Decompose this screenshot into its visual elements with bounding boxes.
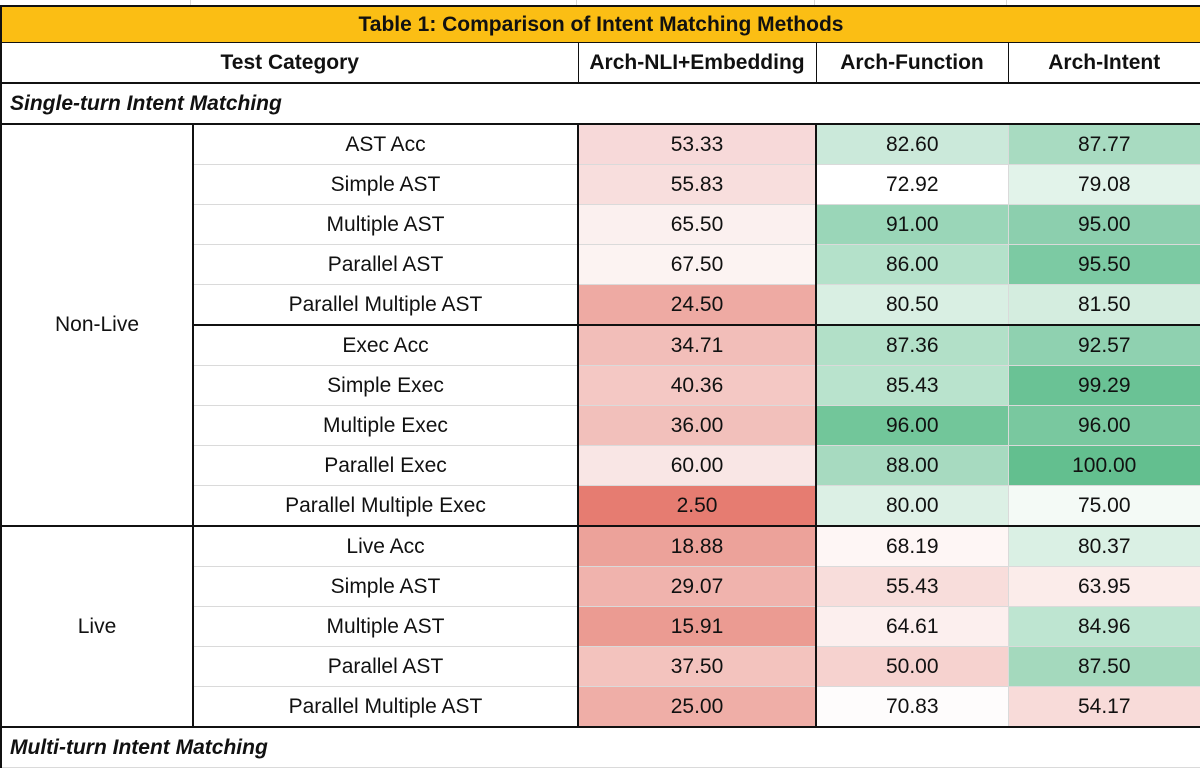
arch-nli-embedding-cell[interactable]: 67.50 xyxy=(577,244,817,285)
arch-nli-embedding-cell[interactable]: 29.07 xyxy=(577,566,817,607)
arch-intent-cell[interactable]: 79.08 xyxy=(1008,164,1200,205)
gridline xyxy=(1006,0,1007,5)
arch-nli-embedding-cell[interactable]: 15.91 xyxy=(577,606,817,647)
arch-intent-cell[interactable]: 95.00 xyxy=(1008,204,1200,245)
arch-nli-embedding-cell[interactable]: 37.50 xyxy=(577,646,817,687)
table-row: Non-Live AST Acc 53.33 82.60 87.77 xyxy=(0,124,1200,527)
arch-function-cell[interactable]: 80.00 xyxy=(816,485,1009,527)
arch-function-cell[interactable]: 80.50 xyxy=(816,284,1009,326)
arch-intent-cell[interactable]: 96.00 xyxy=(1008,405,1200,446)
arch-intent-cell[interactable]: 87.50 xyxy=(1008,646,1200,687)
arch-nli-embedding-cell[interactable]: 36.00 xyxy=(577,405,817,446)
header-arch-function[interactable]: Arch-Function xyxy=(816,42,1009,84)
arch-function-cell[interactable]: 50.00 xyxy=(816,646,1009,687)
header-row: Test Category Arch-NLI+Embedding Arch-Fu… xyxy=(0,42,1200,84)
arch-intent-cell[interactable]: 95.50 xyxy=(1008,244,1200,285)
arch-intent-cell[interactable]: 92.57 xyxy=(1008,325,1200,366)
section-row: Multi-turn Intent Matching xyxy=(0,727,1200,768)
table-row: Multiple AST 65.50 91.00 95.00 xyxy=(1,204,1200,245)
gridline xyxy=(576,0,577,5)
arch-intent-cell[interactable]: 75.00 xyxy=(1008,485,1200,527)
arch-nli-embedding-cell[interactable]: 25.00 xyxy=(577,686,817,728)
arch-function-cell[interactable]: 88.00 xyxy=(816,445,1009,486)
table-row: Parallel AST 67.50 86.00 95.50 xyxy=(1,244,1200,285)
table-row: Parallel Multiple AST 25.00 70.83 54.17 xyxy=(1,686,1200,728)
table-row: Parallel Exec 60.00 88.00 100.00 xyxy=(1,445,1200,486)
arch-nli-embedding-cell[interactable]: 53.33 xyxy=(577,124,817,165)
table-title-row: Table 1: Comparison of Intent Matching M… xyxy=(0,5,1200,43)
table-title[interactable]: Table 1: Comparison of Intent Matching M… xyxy=(0,5,1200,43)
table-row: Multiple Exec 36.00 96.00 96.00 xyxy=(1,405,1200,446)
comparison-table: Table 1: Comparison of Intent Matching M… xyxy=(0,5,1200,768)
group-label[interactable]: Non-Live xyxy=(0,124,194,527)
test-category-cell[interactable]: Multiple AST xyxy=(193,606,579,647)
test-category-cell[interactable]: Parallel Multiple Exec xyxy=(193,485,579,527)
arch-function-cell[interactable]: 87.36 xyxy=(816,325,1009,366)
header-arch-intent[interactable]: Arch-Intent xyxy=(1008,42,1200,84)
test-category-cell[interactable]: Multiple AST xyxy=(193,204,579,245)
arch-function-cell[interactable]: 86.00 xyxy=(816,244,1009,285)
arch-intent-cell[interactable]: 100.00 xyxy=(1008,445,1200,486)
arch-function-cell[interactable]: 68.19 xyxy=(816,526,1009,567)
table-row: Live Live Acc 18.88 68.19 80.37 xyxy=(0,526,1200,728)
arch-intent-cell[interactable]: 87.77 xyxy=(1008,124,1200,165)
gridline xyxy=(814,0,815,5)
test-category-cell[interactable]: Parallel Multiple AST xyxy=(193,284,579,326)
arch-intent-cell[interactable]: 84.96 xyxy=(1008,606,1200,647)
arch-intent-cell[interactable]: 54.17 xyxy=(1008,686,1200,728)
arch-function-cell[interactable]: 85.43 xyxy=(816,365,1009,406)
arch-function-cell[interactable]: 72.92 xyxy=(816,164,1009,205)
test-category-cell[interactable]: Simple Exec xyxy=(193,365,579,406)
test-category-cell[interactable]: Parallel Multiple AST xyxy=(193,686,579,728)
test-category-cell[interactable]: Exec Acc xyxy=(193,325,579,366)
arch-function-cell[interactable]: 82.60 xyxy=(816,124,1009,165)
test-category-cell[interactable]: Parallel AST xyxy=(193,646,579,687)
section-label-single-turn[interactable]: Single-turn Intent Matching xyxy=(0,83,1200,125)
test-category-cell[interactable]: Parallel AST xyxy=(193,244,579,285)
test-category-cell[interactable]: AST Acc xyxy=(193,124,579,165)
arch-function-cell[interactable]: 91.00 xyxy=(816,204,1009,245)
arch-intent-cell[interactable]: 99.29 xyxy=(1008,365,1200,406)
arch-intent-cell[interactable]: 63.95 xyxy=(1008,566,1200,607)
header-test-category[interactable]: Test Category xyxy=(0,42,579,84)
section-row: Single-turn Intent Matching xyxy=(0,83,1200,125)
table-row: Parallel Multiple Exec 2.50 80.00 75.00 xyxy=(1,485,1200,527)
arch-nli-embedding-cell[interactable]: 2.50 xyxy=(577,485,817,527)
arch-intent-cell[interactable]: 80.37 xyxy=(1008,526,1200,567)
arch-intent-cell[interactable]: 81.50 xyxy=(1008,284,1200,326)
arch-function-cell[interactable]: 64.61 xyxy=(816,606,1009,647)
arch-nli-embedding-cell[interactable]: 24.50 xyxy=(577,284,817,326)
table-row: Simple AST 55.83 72.92 79.08 xyxy=(1,164,1200,205)
test-category-cell[interactable]: Simple AST xyxy=(193,566,579,607)
test-category-cell[interactable]: Multiple Exec xyxy=(193,405,579,446)
arch-nli-embedding-cell[interactable]: 18.88 xyxy=(577,526,817,567)
arch-function-cell[interactable]: 70.83 xyxy=(816,686,1009,728)
table-row: Exec Acc 34.71 87.36 92.57 xyxy=(1,325,1200,366)
arch-function-cell[interactable]: 55.43 xyxy=(816,566,1009,607)
table-row: Simple Exec 40.36 85.43 99.29 xyxy=(1,365,1200,406)
test-category-cell[interactable]: Simple AST xyxy=(193,164,579,205)
table-row: Multiple AST 15.91 64.61 84.96 xyxy=(1,606,1200,647)
arch-nli-embedding-cell[interactable]: 55.83 xyxy=(577,164,817,205)
arch-nli-embedding-cell[interactable]: 40.36 xyxy=(577,365,817,406)
arch-nli-embedding-cell[interactable]: 34.71 xyxy=(577,325,817,366)
gridline xyxy=(190,0,191,5)
arch-function-cell[interactable]: 96.00 xyxy=(816,405,1009,446)
arch-nli-embedding-cell[interactable]: 60.00 xyxy=(577,445,817,486)
table-row: Parallel AST 37.50 50.00 87.50 xyxy=(1,646,1200,687)
table-row: Simple AST 29.07 55.43 63.95 xyxy=(1,566,1200,607)
table-row: Parallel Multiple AST 24.50 80.50 81.50 xyxy=(1,284,1200,326)
test-category-cell[interactable]: Parallel Exec xyxy=(193,445,579,486)
test-category-cell[interactable]: Live Acc xyxy=(193,526,579,567)
group-label[interactable]: Live xyxy=(0,526,194,728)
arch-nli-embedding-cell[interactable]: 65.50 xyxy=(577,204,817,245)
header-arch-nli-embedding[interactable]: Arch-NLI+Embedding xyxy=(578,42,817,84)
section-label-multi-turn[interactable]: Multi-turn Intent Matching xyxy=(0,727,1200,768)
